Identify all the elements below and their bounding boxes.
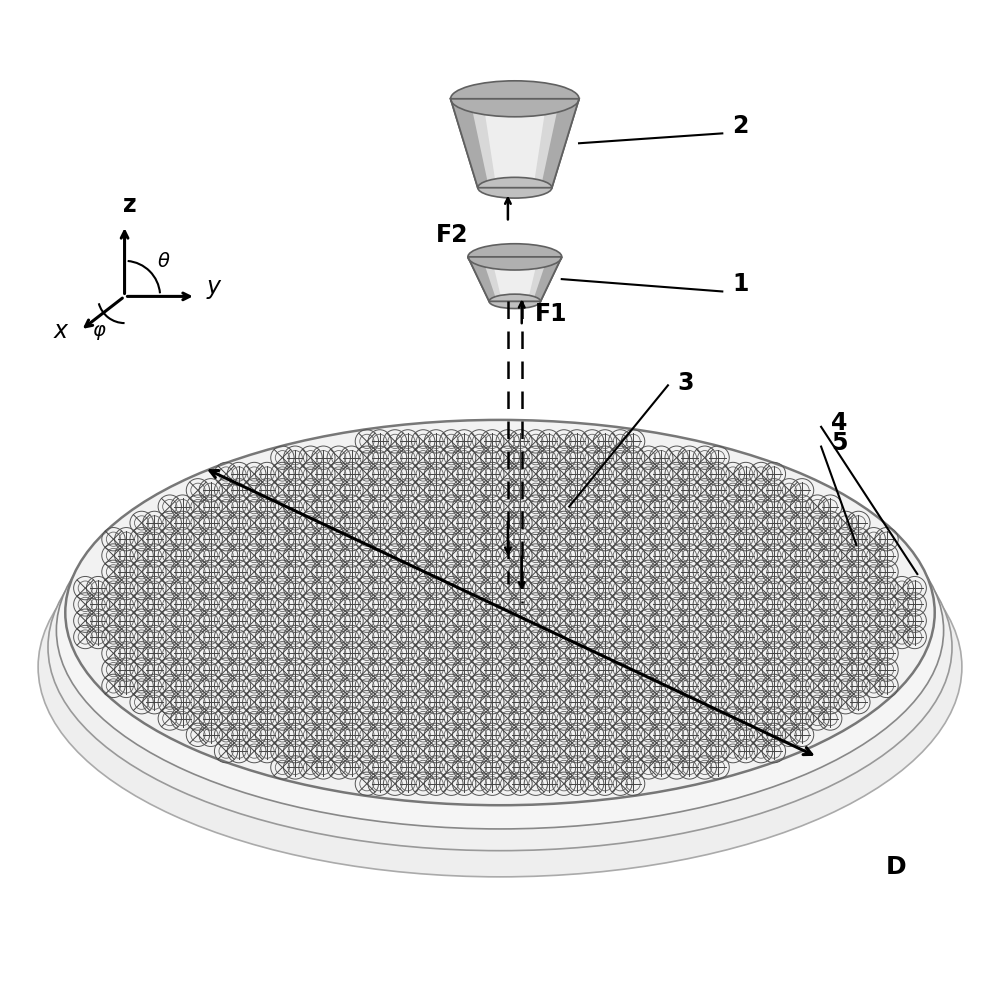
Text: $\varphi$: $\varphi$ bbox=[92, 322, 107, 342]
Ellipse shape bbox=[48, 444, 952, 851]
Polygon shape bbox=[491, 257, 538, 301]
Polygon shape bbox=[533, 257, 562, 301]
Text: $\theta$: $\theta$ bbox=[157, 252, 170, 271]
Ellipse shape bbox=[56, 432, 944, 829]
Polygon shape bbox=[541, 99, 579, 188]
Ellipse shape bbox=[451, 81, 579, 117]
Ellipse shape bbox=[489, 294, 541, 308]
Polygon shape bbox=[451, 99, 579, 188]
Text: 3: 3 bbox=[678, 371, 694, 395]
Text: F2: F2 bbox=[436, 223, 468, 247]
Text: 1: 1 bbox=[732, 273, 749, 296]
Polygon shape bbox=[483, 99, 547, 188]
Text: y: y bbox=[206, 276, 220, 299]
Ellipse shape bbox=[478, 177, 552, 198]
Text: D: D bbox=[885, 856, 906, 879]
Text: 5: 5 bbox=[831, 431, 847, 454]
Polygon shape bbox=[451, 99, 489, 188]
Text: F1: F1 bbox=[535, 302, 567, 326]
Text: 4: 4 bbox=[831, 411, 847, 435]
Polygon shape bbox=[468, 257, 497, 301]
Ellipse shape bbox=[468, 244, 562, 270]
Text: x: x bbox=[54, 319, 68, 344]
Text: 2: 2 bbox=[732, 115, 749, 138]
Polygon shape bbox=[468, 257, 562, 301]
Ellipse shape bbox=[65, 420, 935, 805]
Ellipse shape bbox=[38, 456, 962, 877]
Text: z: z bbox=[123, 194, 136, 217]
